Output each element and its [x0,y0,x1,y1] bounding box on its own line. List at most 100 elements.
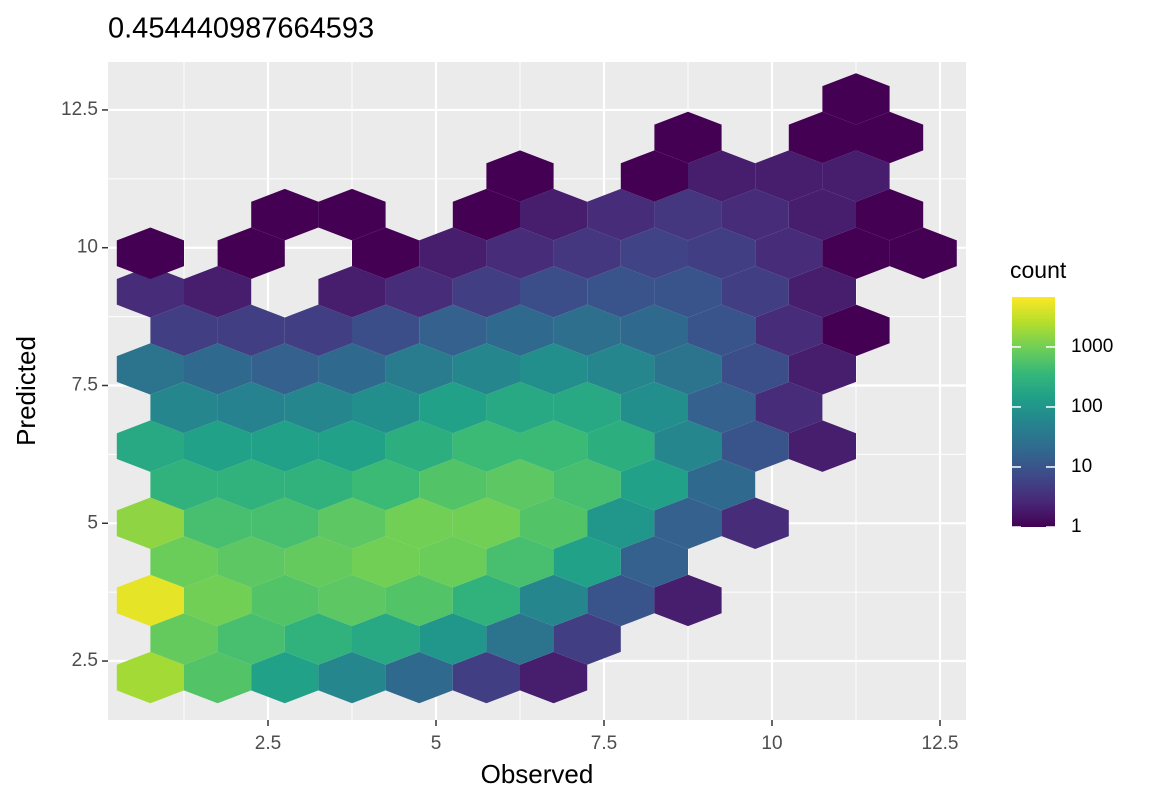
hex-cell [687,150,756,202]
hex-cell [150,381,218,434]
hex-cell [385,420,453,472]
hex-cell [687,381,756,434]
y-tick-label: 5 [87,512,98,533]
x-tick-label: 5 [431,733,442,754]
hex-cell [553,304,621,357]
hex-cell [519,188,588,241]
hex-cell [620,458,688,511]
hex-cell [116,343,185,395]
hex-cell [519,343,588,395]
hex-cell [788,188,856,241]
hex-cell [385,266,453,318]
hex-cell [654,343,722,395]
colorbar [1012,297,1055,527]
hex-cell [284,458,353,511]
hex-cell [318,651,386,704]
hex-cell [318,266,386,318]
legend-tick-label: 100 [1071,396,1103,417]
hex-cell [352,304,420,357]
hex-cell [217,458,285,511]
hex-cell [116,651,185,704]
x-tick-label: 7.5 [591,733,617,754]
hex-cell [318,497,386,549]
hex-cell [352,381,420,434]
hex-cell [452,497,520,549]
hex-cell [452,574,520,627]
hex-cell [587,497,655,549]
hex-cell [251,574,319,627]
hex-cell [721,420,789,472]
hex-cell [755,227,823,279]
hex-cell [855,111,924,164]
hex-cell [150,613,218,665]
hex-cell [184,574,252,627]
hex-cell [318,574,386,627]
hex-cell [352,536,420,588]
x-tick-label: 2.5 [255,733,281,754]
hex-cell [486,304,554,357]
hex-cell [419,536,487,588]
hex-cell [654,574,722,627]
hex-cell [519,420,588,472]
hex-cell [318,188,386,241]
hex-cell [620,536,688,588]
hex-cell [587,266,655,318]
legend-title: count [1010,257,1067,283]
hex-cell [385,343,453,395]
hex-cell [184,343,252,395]
hex-cell [184,651,252,704]
hex-cell [687,304,756,357]
hex-cell [654,497,722,549]
hex-cell [217,304,285,357]
chart-title: 0.454440987664593 [108,13,374,45]
hex-cell [788,111,856,164]
hex-cell [755,381,823,434]
hex-cell [519,266,588,318]
hex-cell [486,227,554,279]
hex-cell [385,497,453,549]
hex-cell [486,613,554,665]
hex-cell [519,651,588,704]
hex-cell [721,343,789,395]
hex-cell [587,420,655,472]
hex-cell [452,651,520,704]
x-axis-label: Observed [481,759,594,789]
hex-cell [687,227,756,279]
hex-cell [822,227,890,279]
hex-cell [284,536,353,588]
hex-cell [217,227,285,279]
hex-cell [654,266,722,318]
hex-cell [419,458,487,511]
legend-tick-label: 1 [1071,516,1082,537]
hex-cell [251,343,319,395]
hex-cell [889,227,957,279]
hex-cell [654,111,722,164]
hex-cell [620,150,688,202]
hex-cell [217,613,285,665]
x-tick-label: 12.5 [922,733,959,754]
hex-cell [755,150,823,202]
hex-cell [184,497,252,549]
hex-cell [519,497,588,549]
hex-cell [251,497,319,549]
hex-cell [452,266,520,318]
hex-cell [419,304,487,357]
y-tick-label: 7.5 [72,375,98,396]
hex-cell [385,574,453,627]
hex-cell [687,458,756,511]
y-tick-label: 10 [77,237,98,258]
hex-cell [184,266,252,318]
hex-cell [251,188,319,241]
hex-cell [284,613,353,665]
hex-cell [486,150,554,202]
legend-tick-label: 1000 [1071,336,1113,357]
hex-cell [855,188,924,241]
hex-cell [452,343,520,395]
hex-cell [318,343,386,395]
hex-cell [486,458,554,511]
hex-cell [788,420,856,472]
hex-cell [116,497,185,549]
hex-cell [150,458,218,511]
hex-cell [150,304,218,357]
